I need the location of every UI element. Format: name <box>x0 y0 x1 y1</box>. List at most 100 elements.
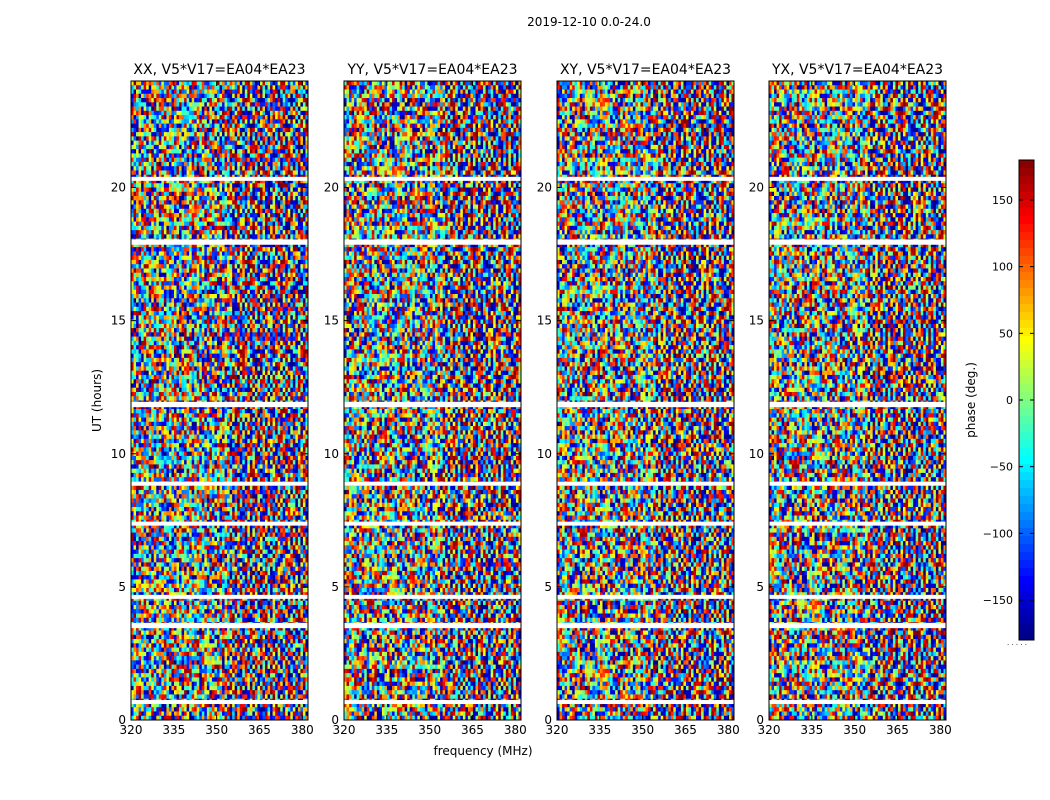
heatmap-cell <box>131 251 134 256</box>
heatmap-cell <box>214 89 218 95</box>
heatmap-cell <box>287 102 291 107</box>
heatmap-cell <box>247 298 251 303</box>
heatmap-cell <box>184 345 187 350</box>
heatmap-cell <box>214 230 218 235</box>
heatmap-cell <box>232 127 235 133</box>
heatmap-cell <box>199 221 203 227</box>
heatmap-cell <box>189 102 192 107</box>
heatmap-cell <box>136 306 139 312</box>
heatmap-cell <box>254 251 258 256</box>
heatmap-cell <box>161 213 165 218</box>
heatmap-cell <box>181 255 185 261</box>
heatmap-cell <box>204 110 208 116</box>
heatmap-cell <box>194 281 198 286</box>
heatmap-cell <box>287 230 291 235</box>
heatmap-cell <box>191 294 195 299</box>
heatmap-cell <box>136 298 139 303</box>
heatmap-cell <box>305 374 309 380</box>
heatmap-cell <box>267 166 271 171</box>
heatmap-cell <box>270 272 273 278</box>
heatmap-cell <box>244 336 248 342</box>
heatmap-cell <box>211 319 215 325</box>
heatmap-cell <box>131 161 134 167</box>
heatmap-cell <box>191 353 195 359</box>
heatmap-cell <box>254 379 258 384</box>
heatmap-cell <box>259 200 263 205</box>
heatmap-cell <box>211 140 215 146</box>
heatmap-cell <box>257 362 261 367</box>
heatmap-cell <box>259 119 263 124</box>
heatmap-cell <box>234 196 238 201</box>
heatmap-cell <box>302 234 306 239</box>
heatmap-cell <box>265 191 268 197</box>
heatmap-cell <box>201 221 205 227</box>
heatmap-cell <box>234 85 238 90</box>
heatmap-cell <box>166 294 170 299</box>
heatmap-cell <box>204 196 208 201</box>
heatmap-cell <box>287 208 291 214</box>
heatmap-cell <box>305 208 309 214</box>
heatmap-cell <box>166 285 170 291</box>
heatmap-cell <box>270 187 273 193</box>
heatmap-cell <box>201 213 205 218</box>
heatmap-cell <box>176 127 180 133</box>
heatmap-cell <box>272 276 276 282</box>
heatmap-cell <box>216 221 220 227</box>
heatmap-cell <box>141 144 144 150</box>
heatmap-cell <box>191 208 195 214</box>
heatmap-cell <box>239 115 243 120</box>
heatmap-cell <box>216 332 220 337</box>
heatmap-cell <box>136 340 139 346</box>
heatmap-cell <box>156 272 160 278</box>
heatmap-cell <box>239 349 243 354</box>
heatmap-cell <box>136 187 139 193</box>
heatmap-cell <box>173 204 177 210</box>
heatmap-cell <box>285 366 289 371</box>
heatmap-cell <box>143 213 147 218</box>
heatmap-cell <box>297 149 301 154</box>
heatmap-cell <box>156 242 160 248</box>
heatmap-cell <box>242 294 246 299</box>
heatmap-cell <box>186 285 190 291</box>
heatmap-cell <box>249 357 253 363</box>
heatmap-cell <box>275 191 278 197</box>
heatmap-cell <box>204 127 208 133</box>
heatmap-cell <box>302 213 306 218</box>
heatmap-cell <box>148 127 152 133</box>
heatmap-cell <box>166 144 170 150</box>
heatmap-cell <box>265 230 268 235</box>
heatmap-cell <box>206 264 210 269</box>
heatmap-cell <box>206 221 210 227</box>
heatmap-cell <box>153 85 157 90</box>
heatmap-cell <box>131 379 134 384</box>
heatmap-cell <box>265 127 268 133</box>
heatmap-cell <box>194 81 198 86</box>
heatmap-cell <box>244 306 248 312</box>
heatmap-cell <box>277 225 281 231</box>
heatmap-cell <box>176 328 180 333</box>
heatmap-cell <box>222 268 225 273</box>
heatmap-cell <box>259 340 263 346</box>
heatmap-cell <box>219 136 223 141</box>
heatmap-cell <box>295 153 299 158</box>
heatmap-cell <box>161 251 165 256</box>
heatmap-cell <box>209 336 213 342</box>
heatmap-cell <box>211 132 215 137</box>
heatmap-cell <box>136 345 139 350</box>
heatmap-cell <box>196 272 200 278</box>
heatmap-cell <box>285 251 289 256</box>
heatmap-cell <box>173 106 177 112</box>
heatmap-cell <box>252 264 256 269</box>
heatmap-cell <box>146 149 149 154</box>
heatmap-cell <box>239 234 243 239</box>
heatmap-cell <box>229 366 233 371</box>
heatmap-cell <box>168 217 172 222</box>
heatmap-cell <box>239 353 243 359</box>
heatmap-cell <box>146 178 149 184</box>
heatmap-cell <box>252 332 256 337</box>
heatmap-cell <box>186 166 190 171</box>
heatmap-cell <box>275 115 278 120</box>
heatmap-cell <box>156 349 160 354</box>
heatmap-cell <box>216 106 220 112</box>
